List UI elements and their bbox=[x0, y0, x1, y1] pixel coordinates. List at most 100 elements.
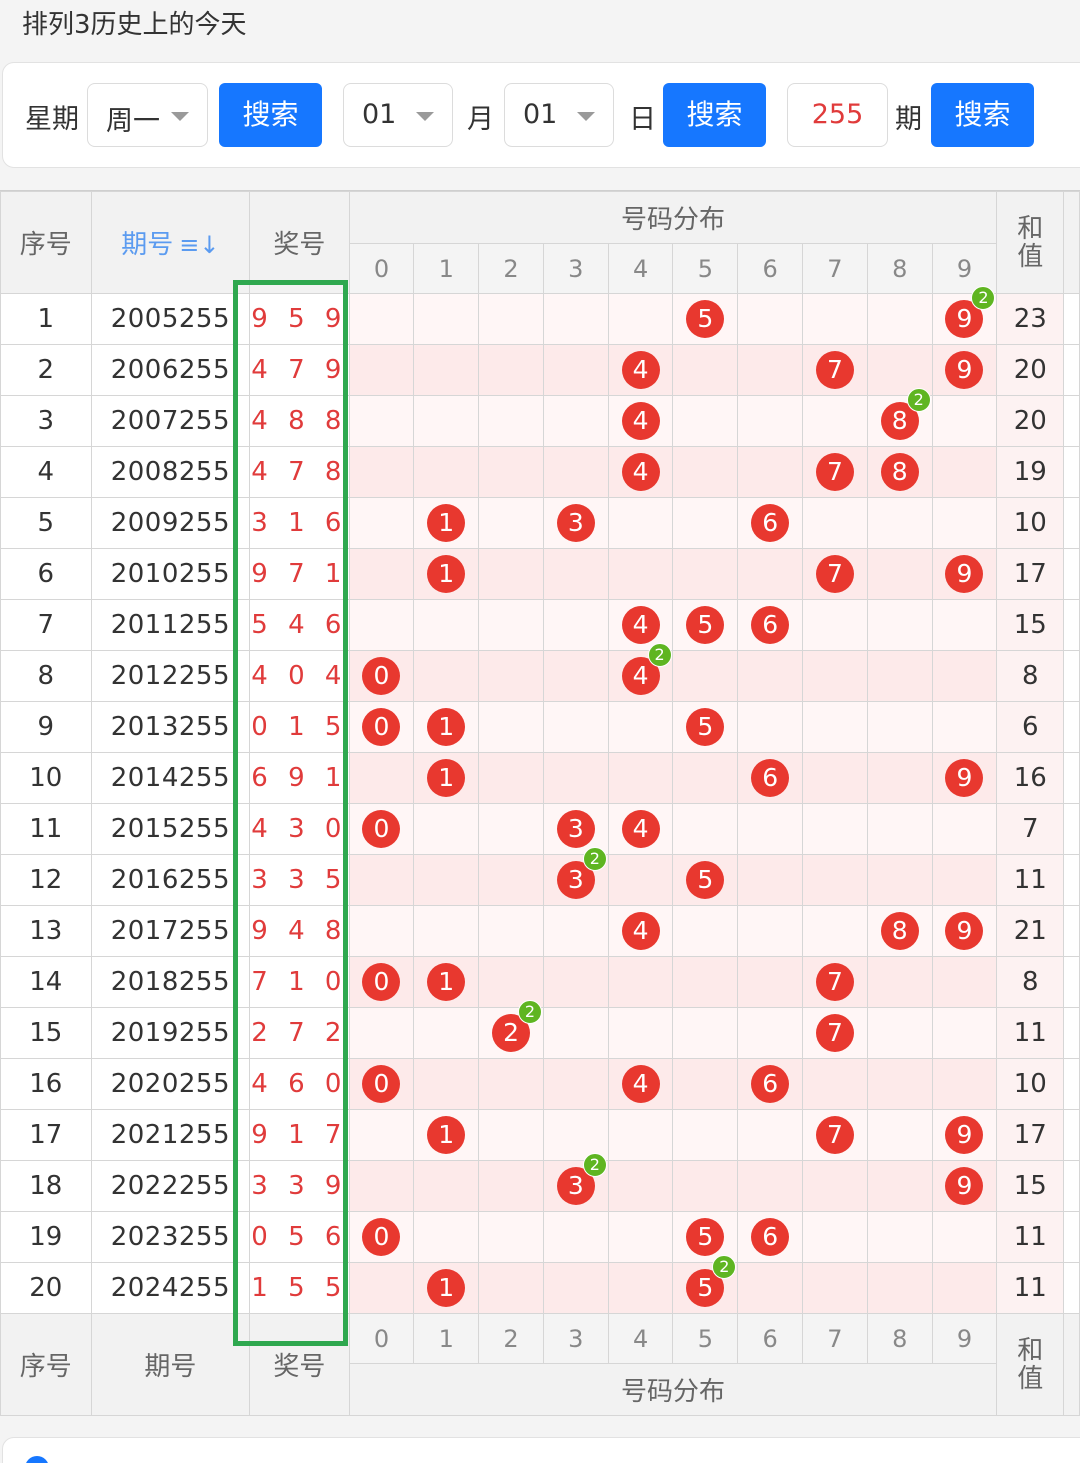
digit-footer-1: 1 bbox=[413, 1313, 480, 1364]
digit-cell-9: 9 bbox=[931, 548, 998, 600]
table-row: 13 2017255 9 4 8 4 8 9 21 bbox=[0, 905, 1080, 957]
digit-cell-5 bbox=[672, 548, 739, 600]
digit-cell-4: 4 bbox=[607, 1058, 674, 1110]
row-extra bbox=[1063, 1058, 1080, 1110]
digit-cell-9 bbox=[931, 1211, 998, 1263]
digit-cell-2 bbox=[478, 293, 544, 345]
day-label: 日 bbox=[629, 104, 656, 135]
row-draw: 0 1 5 bbox=[249, 701, 350, 753]
number-ball: 1 bbox=[427, 759, 466, 797]
digit-cell-7 bbox=[802, 1211, 868, 1263]
row-draw: 6 9 1 bbox=[249, 752, 350, 804]
repeat-count-badge: 2 bbox=[712, 1255, 737, 1279]
digit-cell-5 bbox=[672, 1058, 739, 1110]
digit-cell-5 bbox=[672, 497, 739, 549]
chevron-down-icon bbox=[416, 112, 434, 121]
footer-issue: 期号 bbox=[90, 1313, 251, 1416]
digit-cell-8 bbox=[866, 650, 933, 702]
digit-cell-7: 7 bbox=[802, 548, 868, 600]
digit-cell-4 bbox=[607, 1262, 674, 1314]
row-draw: 9 1 7 bbox=[249, 1109, 350, 1161]
row-extra bbox=[1063, 1262, 1080, 1314]
row-draw: 4 0 4 bbox=[249, 650, 350, 702]
digit-cell-2 bbox=[478, 701, 544, 753]
digit-cell-4: 4 bbox=[607, 803, 674, 855]
row-issue: 2011255 bbox=[90, 599, 251, 651]
week-label: 星期 bbox=[25, 104, 79, 135]
digit-cell-4: 4 bbox=[607, 446, 674, 498]
digit-cell-6 bbox=[737, 650, 804, 702]
digit-cell-6: 6 bbox=[737, 497, 804, 549]
row-sum: 17 bbox=[996, 548, 1065, 600]
header-sum-line2: 值 bbox=[1017, 241, 1044, 272]
row-issue: 2007255 bbox=[90, 395, 251, 447]
period-input[interactable]: 255 bbox=[787, 83, 888, 147]
number-ball: 4 bbox=[621, 1065, 660, 1103]
week-select-value: 周一 bbox=[106, 106, 160, 137]
sort-icon[interactable]: ≡↓ bbox=[179, 231, 220, 259]
digit-cell-9 bbox=[931, 701, 998, 753]
day-select[interactable]: 01 bbox=[504, 83, 614, 147]
digit-cell-3 bbox=[542, 650, 609, 702]
row-index: 8 bbox=[0, 650, 92, 702]
digit-cell-1 bbox=[413, 395, 480, 447]
search-button-week[interactable]: 搜索 bbox=[219, 83, 322, 147]
number-ball: 5 bbox=[686, 606, 725, 644]
page-title: 排列3历史上的今天 bbox=[22, 10, 247, 40]
row-extra bbox=[1063, 344, 1080, 396]
row-extra bbox=[1063, 1211, 1080, 1263]
table-row: 1 2005255 9 5 9 5 9 2 23 bbox=[0, 286, 1080, 345]
month-select[interactable]: 01 bbox=[343, 83, 453, 147]
number-ball: 4 bbox=[621, 351, 660, 389]
digit-cell-2 bbox=[478, 599, 544, 651]
digit-cell-8: 8 bbox=[866, 446, 933, 498]
number-ball: 0 bbox=[362, 657, 401, 695]
digit-header-4: 4 bbox=[607, 243, 674, 294]
digit-cell-1 bbox=[413, 1211, 480, 1263]
header-extra bbox=[1063, 191, 1080, 294]
search-button-date[interactable]: 搜索 bbox=[663, 83, 766, 147]
digit-cell-2 bbox=[478, 344, 544, 396]
digit-footer-0: 0 bbox=[348, 1313, 415, 1364]
digit-cell-4 bbox=[607, 1007, 674, 1059]
row-issue: 2023255 bbox=[90, 1211, 251, 1263]
digit-cell-2 bbox=[478, 650, 544, 702]
digit-cell-4: 4 bbox=[607, 395, 674, 447]
row-sum: 8 bbox=[996, 956, 1065, 1008]
digit-cell-9 bbox=[931, 956, 998, 1008]
number-ball: 6 bbox=[751, 759, 790, 797]
digit-cell-5 bbox=[672, 1109, 739, 1161]
number-ball: 1 bbox=[427, 1269, 466, 1307]
footer-extra bbox=[1063, 1313, 1080, 1416]
number-ball: 0 bbox=[362, 1065, 401, 1103]
repeat-count-badge: 2 bbox=[906, 388, 931, 412]
digit-cell-2 bbox=[478, 905, 544, 957]
digit-cell-6 bbox=[737, 1109, 804, 1161]
digit-cell-7 bbox=[802, 497, 868, 549]
row-index: 14 bbox=[0, 956, 92, 1008]
table-row: 2 2006255 4 7 9 4 7 9 20 bbox=[0, 344, 1080, 396]
row-draw: 5 4 6 bbox=[249, 599, 350, 651]
header-index: 序号 bbox=[0, 191, 92, 294]
row-extra bbox=[1063, 905, 1080, 957]
week-select[interactable]: 周一 bbox=[87, 83, 208, 147]
row-issue: 2020255 bbox=[90, 1058, 251, 1110]
footer-draw: 奖号 bbox=[249, 1313, 350, 1416]
header-distribution: 号码分布 bbox=[348, 191, 998, 244]
digit-cell-4 bbox=[607, 854, 674, 906]
header-issue-label: 期号 bbox=[121, 230, 174, 260]
header-issue[interactable]: 期号 ≡↓ bbox=[90, 191, 251, 294]
digit-cell-7 bbox=[802, 293, 868, 345]
row-index: 15 bbox=[0, 1007, 92, 1059]
period-label: 期 bbox=[895, 104, 922, 135]
digit-cell-5: 5 bbox=[672, 599, 739, 651]
search-button-period[interactable]: 搜索 bbox=[931, 83, 1034, 147]
digit-cell-8 bbox=[866, 803, 933, 855]
digit-header-7: 7 bbox=[802, 243, 868, 294]
row-draw: 4 7 8 bbox=[249, 446, 350, 498]
